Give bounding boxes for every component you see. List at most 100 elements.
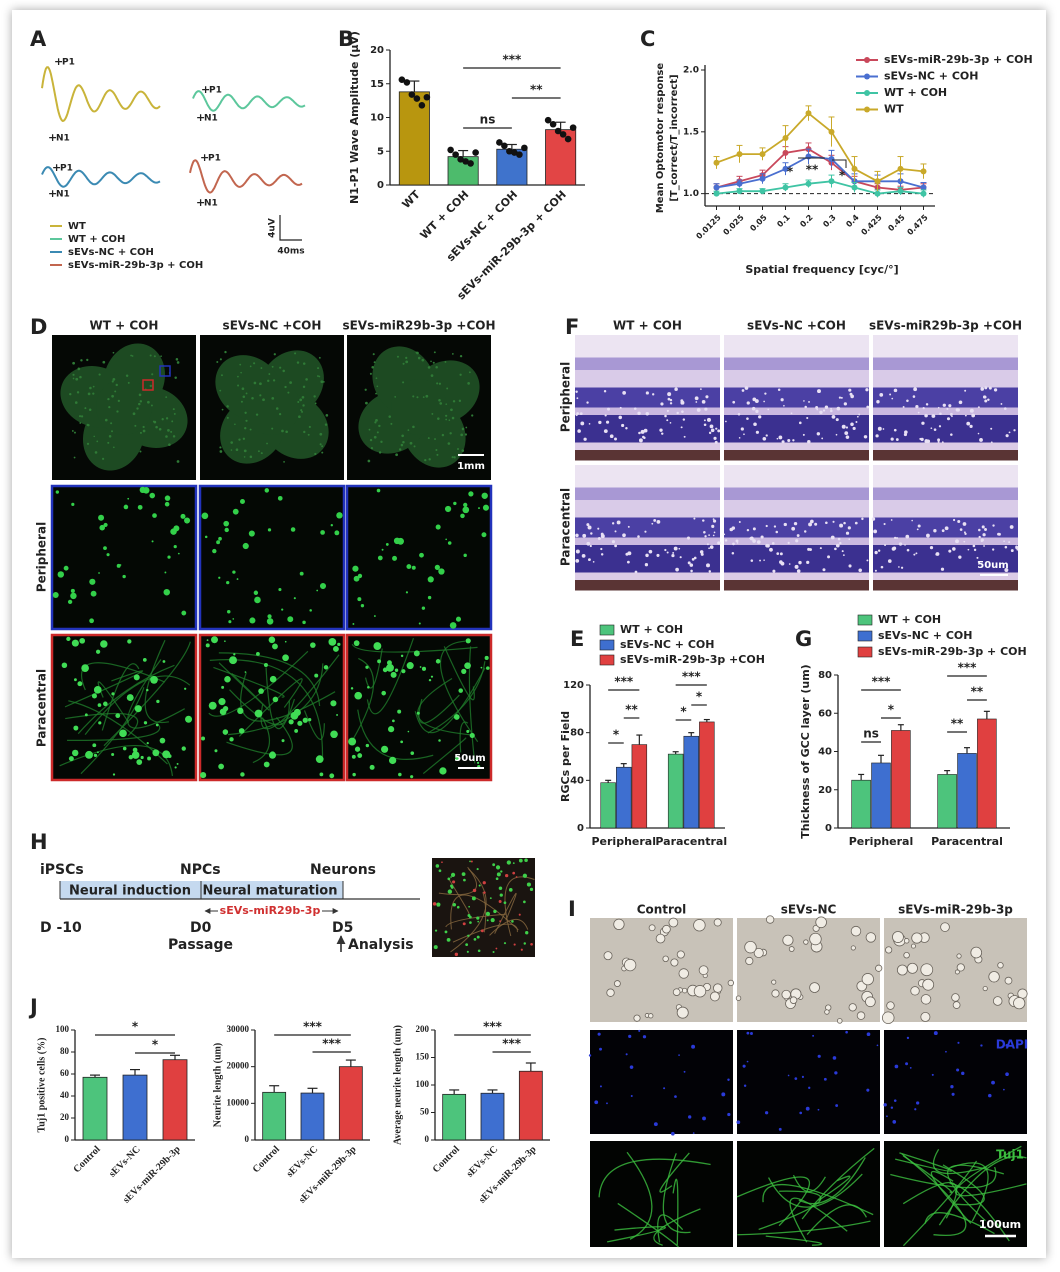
image-detail <box>139 431 142 434</box>
image-detail <box>448 419 451 421</box>
scale-label: 100um <box>979 1218 1021 1231</box>
stage-label: iPSCs <box>40 862 84 878</box>
image-detail <box>980 538 984 542</box>
image-detail <box>437 417 440 420</box>
image-detail <box>375 392 377 395</box>
image-detail <box>424 458 427 462</box>
image-detail <box>956 953 962 959</box>
image-detail <box>139 450 142 453</box>
image-detail <box>576 412 579 415</box>
image-detail <box>402 381 405 384</box>
image-detail <box>212 548 217 554</box>
image-detail <box>467 913 471 917</box>
image-detail <box>111 752 115 757</box>
image-detail <box>478 884 481 887</box>
section-image <box>724 357 869 371</box>
image-detail <box>887 559 892 563</box>
image-detail <box>802 433 805 436</box>
section-image <box>724 450 869 461</box>
image-detail <box>139 400 143 403</box>
image-detail <box>285 430 288 434</box>
image-detail <box>80 687 145 775</box>
series-line <box>716 112 924 183</box>
image-detail <box>417 677 473 736</box>
image-detail <box>299 571 304 576</box>
section-image <box>575 442 720 451</box>
image-detail <box>453 714 460 720</box>
peripheral-image <box>50 484 198 631</box>
image-detail <box>319 772 324 777</box>
image-detail <box>434 929 438 932</box>
image-detail <box>651 522 654 525</box>
image-detail <box>732 542 735 546</box>
image-detail <box>305 378 308 381</box>
image-detail <box>979 438 983 442</box>
image-detail <box>752 397 757 402</box>
image-detail <box>700 552 704 556</box>
image-detail <box>921 421 925 425</box>
image-detail <box>638 431 641 435</box>
image-detail <box>931 414 936 418</box>
image-detail <box>1016 548 1019 551</box>
image-detail <box>633 1014 641 1022</box>
image-detail <box>78 415 82 418</box>
section-image <box>724 442 869 451</box>
image-detail <box>376 488 381 493</box>
legend-label: sEVs-miR-29b-3p + COH <box>878 645 1027 658</box>
image-detail <box>373 361 376 364</box>
y-tick-label: 80 <box>570 728 584 739</box>
image-detail <box>125 374 129 377</box>
image-detail <box>822 409 826 412</box>
image-detail <box>920 963 934 977</box>
image-detail <box>977 406 980 409</box>
image-detail <box>409 441 413 445</box>
image-detail <box>430 374 434 377</box>
image-detail <box>452 923 518 943</box>
image-detail <box>882 428 885 430</box>
image-detail <box>103 546 107 551</box>
image-detail <box>66 636 71 642</box>
image-detail <box>459 354 463 358</box>
bar <box>871 762 891 829</box>
image-detail <box>316 589 319 592</box>
image-detail <box>413 445 416 448</box>
image-detail <box>93 686 102 694</box>
image-detail <box>1009 525 1014 529</box>
image-detail <box>253 590 259 595</box>
data-point <box>828 156 835 163</box>
image-detail <box>377 555 383 561</box>
y-tick-label: 0 <box>425 1134 430 1144</box>
image-detail <box>461 668 467 674</box>
data-point <box>920 168 927 175</box>
image-detail <box>336 512 343 519</box>
image-detail <box>675 567 679 572</box>
image-detail <box>94 451 98 454</box>
image-detail <box>133 674 140 681</box>
image-detail <box>147 756 152 761</box>
image-detail <box>838 396 842 399</box>
stain-label: DAPI <box>996 1038 1029 1052</box>
image-detail <box>69 392 72 396</box>
bar <box>957 753 977 829</box>
image-detail <box>751 406 756 411</box>
image-detail <box>480 666 483 669</box>
dapi-image <box>590 1030 733 1134</box>
image-detail <box>951 993 960 1002</box>
image-detail <box>765 1235 823 1246</box>
image-detail <box>80 415 84 418</box>
image-detail <box>365 665 369 669</box>
image-detail <box>86 423 89 427</box>
image-detail <box>405 591 409 594</box>
image-detail <box>234 423 236 426</box>
image-detail <box>906 962 918 974</box>
image-detail <box>949 1182 1010 1242</box>
bar <box>699 721 715 829</box>
image-detail <box>930 427 933 430</box>
image-detail <box>468 646 476 764</box>
image-detail <box>249 617 256 624</box>
image-detail <box>839 541 842 545</box>
image-detail <box>787 1074 790 1077</box>
bar <box>518 1070 543 1141</box>
image-detail <box>893 536 897 539</box>
image-detail <box>310 642 316 648</box>
